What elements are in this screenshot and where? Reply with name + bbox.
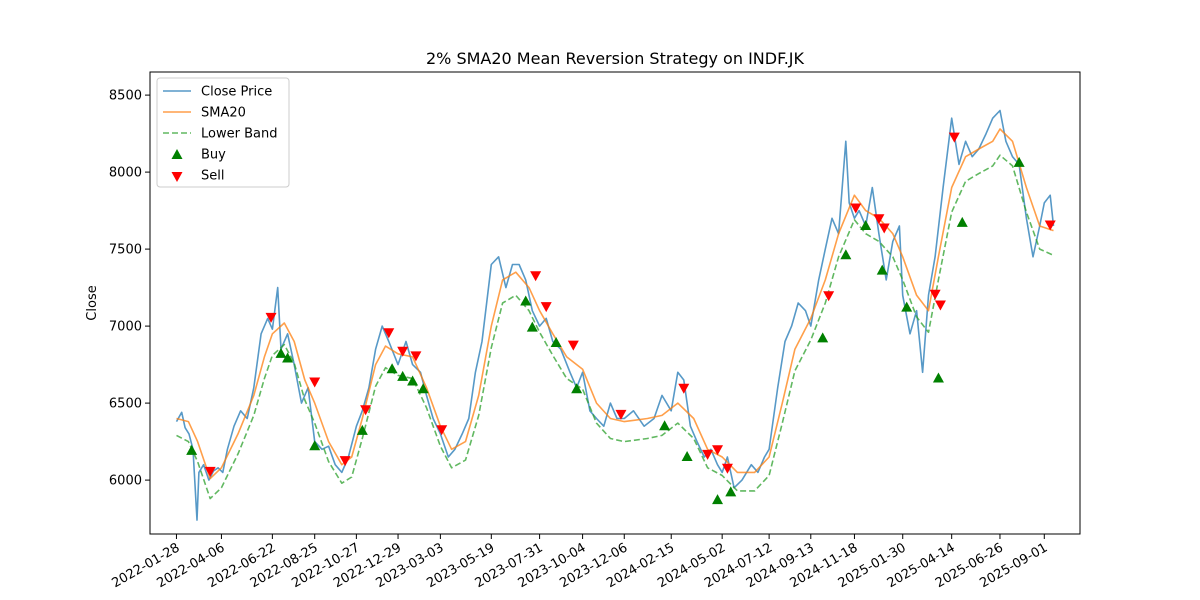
series-line-lower bbox=[176, 154, 1054, 500]
chart-title: 2% SMA20 Mean Reversion Strategy on INDF… bbox=[426, 49, 805, 68]
sell-marker bbox=[948, 132, 960, 143]
legend-label-buy: Buy bbox=[201, 148, 226, 163]
buy-marker bbox=[526, 321, 538, 332]
buy-marker bbox=[860, 220, 872, 230]
sell-marker bbox=[410, 351, 422, 362]
buy-marker bbox=[901, 301, 913, 312]
buy-marker bbox=[407, 375, 419, 386]
sell-marker bbox=[567, 340, 579, 351]
buy-marker bbox=[386, 363, 398, 374]
sell-marker bbox=[1044, 220, 1056, 231]
sell-marker bbox=[615, 409, 627, 420]
buy-marker bbox=[840, 249, 852, 260]
buy-marker bbox=[417, 383, 429, 394]
sell-marker bbox=[540, 302, 552, 313]
series-line-sma bbox=[176, 128, 1054, 480]
sell-marker bbox=[823, 291, 835, 302]
buy-marker bbox=[876, 264, 888, 275]
legend-label-sell: Sell bbox=[201, 169, 224, 184]
buy-marker bbox=[1013, 156, 1025, 167]
sell-marker bbox=[850, 203, 862, 214]
series-group bbox=[175, 109, 1056, 521]
buy-marker bbox=[681, 451, 693, 461]
sell-marker bbox=[873, 214, 885, 225]
legend-label-close: Close Price bbox=[201, 85, 272, 100]
buy-marker bbox=[659, 420, 671, 431]
buy-marker bbox=[956, 216, 968, 227]
y-axis-label: Close bbox=[85, 285, 100, 320]
buy-marker bbox=[571, 383, 583, 394]
sell-marker bbox=[712, 445, 724, 456]
buy-marker bbox=[712, 494, 724, 505]
sell-marker bbox=[265, 312, 277, 323]
series-line-close bbox=[175, 109, 1055, 521]
buy-marker bbox=[817, 332, 829, 343]
sell-marker bbox=[360, 405, 372, 416]
sell-marker bbox=[339, 456, 351, 467]
sell-marker bbox=[721, 463, 733, 474]
sell-marker bbox=[436, 425, 448, 436]
y-tick-label: 8500 bbox=[109, 89, 142, 104]
sell-marker bbox=[383, 328, 395, 339]
y-tick-label: 8000 bbox=[109, 166, 142, 181]
sell-marker bbox=[878, 223, 890, 234]
y-tick-label: 7000 bbox=[109, 320, 142, 335]
plot-area bbox=[175, 109, 1056, 521]
y-tick-label: 7500 bbox=[109, 243, 142, 258]
y-tick-label: 6000 bbox=[109, 474, 142, 489]
buy-marker bbox=[356, 424, 368, 435]
sell-marker bbox=[204, 466, 216, 477]
sell-marker bbox=[397, 346, 409, 357]
plot-frame bbox=[149, 71, 1081, 535]
buy-marker bbox=[550, 337, 562, 348]
sell-marker bbox=[934, 300, 946, 311]
legend: Close Price SMA20 Lower Band Buy Sell bbox=[156, 77, 290, 188]
sell-marker bbox=[530, 271, 542, 282]
legend-swatch-buy bbox=[171, 149, 183, 159]
sell-marker bbox=[929, 289, 941, 300]
buy-marker bbox=[275, 347, 287, 358]
legend-swatch-sell bbox=[171, 172, 183, 182]
buy-marker bbox=[282, 352, 294, 363]
buy-marker bbox=[725, 486, 737, 497]
sell-marker bbox=[309, 377, 321, 388]
legend-label-sma: SMA20 bbox=[201, 106, 246, 121]
buy-marker bbox=[309, 440, 321, 451]
y-tick-label: 6500 bbox=[109, 397, 142, 412]
legend-label-lower: Lower Band bbox=[201, 127, 277, 142]
buy-marker bbox=[397, 370, 409, 381]
buy-marker bbox=[520, 295, 532, 306]
sell-marker bbox=[702, 449, 714, 460]
buy-marker bbox=[932, 372, 944, 383]
legend-box bbox=[156, 77, 290, 188]
buy-marker bbox=[186, 444, 198, 455]
sell-marker bbox=[678, 383, 690, 394]
